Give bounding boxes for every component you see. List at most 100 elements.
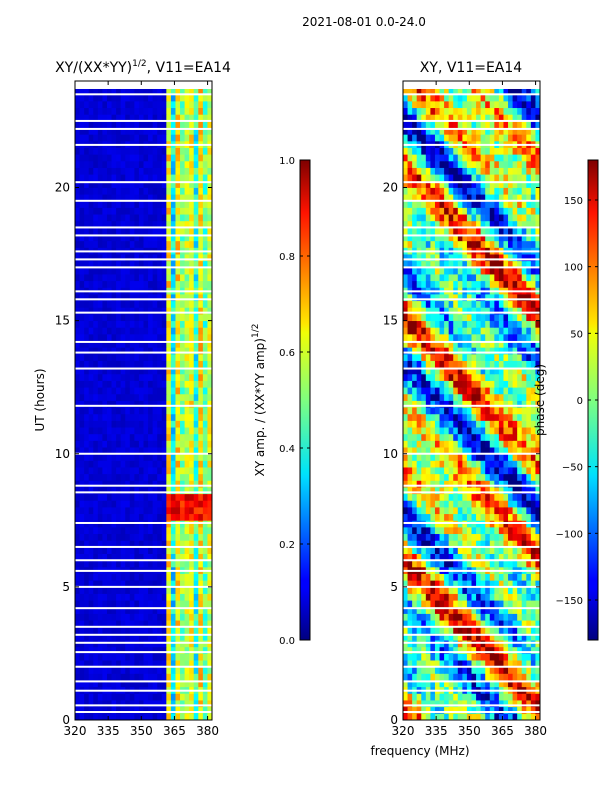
- amplitude-heatmap-cell: [125, 254, 131, 262]
- phase-heatmap-cell: [517, 420, 523, 428]
- amplitude-heatmap-cell: [93, 380, 99, 388]
- phase-heatmap-cell: [476, 387, 482, 395]
- amplitude-heatmap-cell: [93, 453, 99, 461]
- amplitude-heatmap-cell: [207, 353, 212, 361]
- phase-heatmap-cell: [476, 500, 482, 508]
- phase-heatmap-cell: [466, 333, 472, 341]
- phase-heatmap-cell: [480, 440, 486, 448]
- phase-heatmap-cell: [517, 300, 523, 308]
- amplitude-heatmap-cell: [93, 460, 99, 468]
- phase-heatmap-cell: [489, 473, 495, 481]
- phase-heatmap-cell: [439, 480, 445, 488]
- amplitude-heatmap-cell: [129, 260, 135, 268]
- phase-heatmap-cell: [430, 340, 436, 348]
- phase-heatmap-cell: [425, 467, 431, 475]
- amplitude-heatmap-cell: [129, 507, 135, 515]
- phase-heatmap-cell: [421, 427, 427, 435]
- amplitude-heatmap-cell: [79, 274, 85, 282]
- amplitude-heatmap-cell: [125, 447, 131, 455]
- amplitude-heatmap-cell: [207, 387, 212, 395]
- phase-heatmap-cell: [512, 553, 518, 561]
- phase-heatmap-cell: [517, 407, 523, 415]
- phase-heatmap-cell: [425, 693, 431, 701]
- amplitude-heatmap-cell: [134, 593, 140, 601]
- phase-heatmap-cell: [403, 440, 408, 448]
- amplitude-heatmap-cell: [161, 433, 167, 441]
- amplitude-heatmap-cell: [207, 680, 212, 688]
- amplitude-heatmap-cell: [97, 327, 103, 335]
- amplitude-heatmap-cell: [79, 353, 85, 361]
- amplitude-heatmap-cell: [111, 94, 117, 102]
- amplitude-heatmap-cell: [180, 473, 185, 481]
- phase-heatmap-cell: [471, 373, 477, 381]
- phase-heatmap-cell: [439, 700, 445, 708]
- amplitude-heatmap-cell: [148, 254, 154, 262]
- phase-heatmap-cell: [476, 433, 482, 441]
- amplitude-heatmap-cell: [198, 147, 204, 155]
- phase-heatmap-cell: [453, 586, 459, 594]
- amplitude-heatmap-cell: [102, 100, 108, 109]
- amplitude-heatmap-cell: [79, 653, 85, 661]
- phase-heatmap-cell: [430, 320, 436, 328]
- phase-heatmap-cell: [476, 513, 482, 521]
- amplitude-heatmap-cell: [134, 214, 140, 222]
- phase-heatmap-cell: [508, 274, 513, 282]
- phase-heatmap-cell: [485, 300, 491, 308]
- phase-heatmap-cell: [462, 633, 468, 641]
- amplitude-heatmap-cell: [189, 387, 195, 395]
- phase-heatmap-cell: [471, 480, 477, 488]
- amplitude-heatmap-cell: [193, 180, 199, 188]
- phase-heatmap-cell: [498, 526, 504, 535]
- phase-heatmap-cell: [521, 560, 527, 568]
- amplitude-heatmap-cell: [102, 267, 108, 275]
- phase-heatmap-cell: [535, 300, 540, 308]
- amplitude-heatmap-cell: [166, 526, 172, 535]
- amplitude-heatmap-cell: [125, 333, 131, 341]
- phase-heatmap-cell: [526, 500, 532, 508]
- amplitude-heatmap-cell: [120, 260, 126, 268]
- amplitude-heatmap-cell: [193, 533, 199, 541]
- amplitude-heatmap-cell: [134, 180, 140, 188]
- phase-heatmap-cell: [503, 660, 509, 668]
- phase-heatmap-cell: [403, 327, 408, 335]
- phase-heatmap-cell: [421, 347, 427, 355]
- phase-heatmap-cell: [485, 367, 491, 375]
- phase-heatmap-cell: [434, 340, 440, 348]
- phase-heatmap-cell: [489, 307, 495, 315]
- amplitude-heatmap-cell: [125, 706, 131, 714]
- phase-heatmap-cell: [403, 294, 408, 302]
- amplitude-heatmap-cell: [180, 347, 185, 355]
- amplitude-heatmap-cell: [102, 180, 108, 188]
- amplitude-heatmap-cell: [157, 387, 163, 395]
- phase-heatmap-cell: [434, 473, 440, 481]
- phase-heatmap-cell: [526, 507, 532, 515]
- amplitude-heatmap-cell: [79, 234, 85, 242]
- phase-heatmap-cell: [403, 526, 408, 535]
- phase-heatmap-cell: [407, 513, 413, 521]
- amplitude-heatmap-cell: [134, 294, 140, 302]
- phase-heatmap-cell: [498, 440, 504, 448]
- amplitude-heatmap-cell: [166, 187, 172, 195]
- phase-heatmap-cell: [407, 447, 413, 455]
- amplitude-heatmap-cell: [93, 154, 99, 162]
- amplitude-heatmap-cell: [170, 307, 176, 315]
- amplitude-heatmap-cell: [175, 493, 181, 501]
- phase-heatmap-cell: [430, 353, 436, 361]
- phase-heatmap-cell: [430, 360, 436, 368]
- amplitude-heatmap-cell: [170, 673, 176, 681]
- phase-heatmap-cell: [466, 353, 472, 361]
- phase-heatmap-cell: [439, 613, 445, 621]
- amplitude-heatmap-cell: [180, 380, 185, 388]
- amplitude-heatmap-cell: [84, 327, 90, 335]
- amplitude-heatmap-cell: [106, 467, 112, 475]
- amplitude-heatmap-cell: [111, 693, 117, 701]
- amplitude-heatmap-cell: [129, 100, 135, 109]
- phase-heatmap-cell: [434, 540, 440, 548]
- phase-heatmap-cell: [430, 427, 436, 435]
- amplitude-heatmap-cell: [79, 313, 85, 322]
- amplitude-heatmap-cell: [166, 613, 172, 621]
- phase-heatmap-cell: [512, 467, 518, 475]
- amplitude-heatmap-cell: [152, 613, 158, 621]
- amplitude-heatmap-cell: [120, 580, 126, 588]
- amplitude-heatmap-cell: [184, 147, 190, 155]
